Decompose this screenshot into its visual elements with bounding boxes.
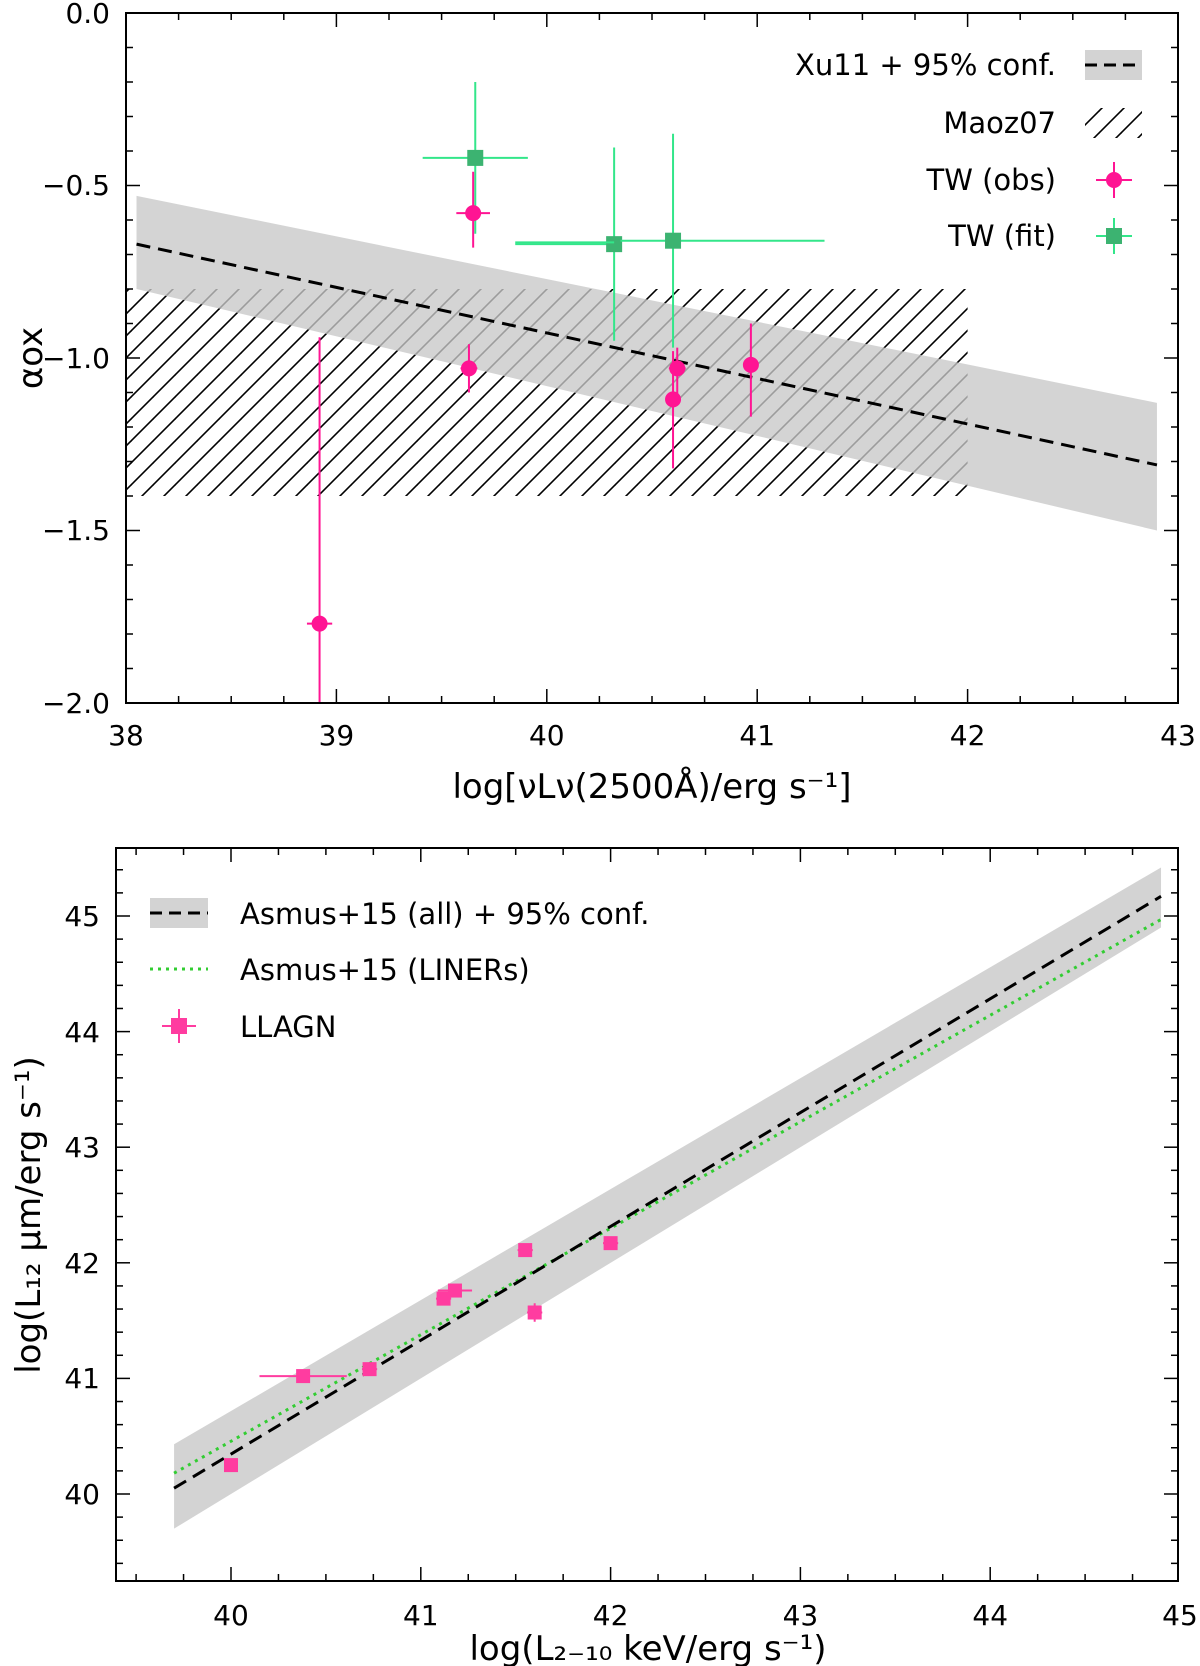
bottom-x-tick-label: 44 (972, 1599, 1008, 1632)
bottom-x-tick-label: 43 (783, 1599, 819, 1632)
tw-obs-point (665, 391, 682, 408)
tw-fit-point (467, 149, 484, 166)
bottom-y-tick-label: 42 (64, 1247, 100, 1280)
legend-square-marker (171, 1018, 187, 1034)
llagn-point (224, 1458, 238, 1473)
bottom-x-tick-label: 41 (403, 1599, 439, 1632)
top-y-tick-label: −1.0 (42, 342, 110, 375)
top-x-tick-label: 38 (108, 719, 144, 752)
bottom-y-tick-label: 41 (64, 1362, 100, 1395)
legend-label-llagn: LLAGN (240, 1010, 336, 1044)
top-x-axis-label: log[νLν(2500Å)/erg s⁻¹] (452, 766, 851, 807)
bottom-axis-ticks (116, 848, 1178, 1581)
tw-fit-point (665, 232, 682, 249)
tw-obs-point (742, 356, 759, 373)
tw-obs-point (460, 360, 477, 377)
tw-obs-point (465, 205, 482, 222)
top-x-tick-label: 39 (319, 719, 355, 752)
legend-label-xu11: Xu11 + 95% conf. (795, 48, 1056, 82)
legend-label-tw-obs: TW (obs) (926, 163, 1057, 197)
llagn-point (527, 1305, 542, 1320)
asmus-confidence-band (174, 867, 1162, 1529)
top-y-tick-label: −1.5 (42, 514, 110, 547)
llagn-point (447, 1283, 462, 1298)
bottom-y-tick-label: 45 (64, 900, 100, 933)
top-plot-area (126, 82, 1158, 703)
tw-fit-point (606, 236, 623, 253)
bottom-legend: Asmus+15 (all) + 95% conf. Asmus+15 (LIN… (150, 897, 649, 1044)
llagn-point (603, 1236, 618, 1251)
asmus-all-fit-line (173, 895, 1162, 1490)
legend-label-asmus-all: Asmus+15 (all) + 95% conf. (240, 897, 649, 931)
legend-square-marker (1106, 228, 1122, 244)
bottom-y-tick-label: 44 (64, 1016, 100, 1049)
top-y-axis-label: αox (11, 327, 51, 389)
top-x-tick-label: 40 (529, 719, 565, 752)
top-legend: Xu11 + 95% conf. Maoz07 TW (obs) TW (fit… (795, 48, 1142, 254)
bottom-x-tick-label: 42 (593, 1599, 629, 1632)
bottom-x-axis-label: log(L₂₋₁₀ keV/erg s⁻¹) (469, 1629, 826, 1666)
legend-swatch-hatch (1085, 108, 1142, 138)
xu11-confidence-band (136, 195, 1157, 531)
top-y-tick-label: −0.5 (42, 169, 110, 202)
legend-label-maoz07: Maoz07 (943, 106, 1056, 140)
top-x-tick-label: 43 (1160, 719, 1196, 752)
xu11-fit-line (136, 242, 1158, 467)
bottom-panel: 40 41 42 43 44 45 40 41 42 43 44 45 log(… (9, 847, 1198, 1666)
top-y-tick-label: 0.0 (65, 0, 110, 30)
bottom-x-tick-label: 45 (1162, 1599, 1198, 1632)
legend-label-asmus-liners: Asmus+15 (LINERs) (240, 953, 530, 987)
top-x-tick-label: 41 (739, 719, 775, 752)
llagn-point (362, 1362, 377, 1377)
llagn-point (436, 1291, 451, 1306)
llagn-point (518, 1243, 533, 1258)
tw-obs-point (311, 615, 328, 632)
tw-obs-point (669, 360, 686, 377)
bottom-y-tick-label: 40 (64, 1478, 100, 1511)
bottom-y-axis-label: log(L₁₂ μm/erg s⁻¹) (9, 1056, 49, 1374)
legend-label-tw-fit: TW (fit) (947, 219, 1056, 253)
top-x-tick-label: 42 (950, 719, 986, 752)
bottom-x-tick-label: 40 (213, 1599, 249, 1632)
top-panel: 38 39 40 41 42 43 −2.0 −1.5 −1.0 −0.5 0.… (11, 0, 1196, 807)
top-y-tick-label: −2.0 (42, 687, 110, 720)
top-axis-ticks (125, 12, 1179, 704)
legend-circle-marker (1106, 172, 1122, 188)
bottom-plot-area (173, 867, 1162, 1529)
llagn-point (296, 1369, 311, 1384)
bottom-y-tick-label: 43 (64, 1131, 100, 1164)
bottom-frame (115, 847, 1179, 1582)
